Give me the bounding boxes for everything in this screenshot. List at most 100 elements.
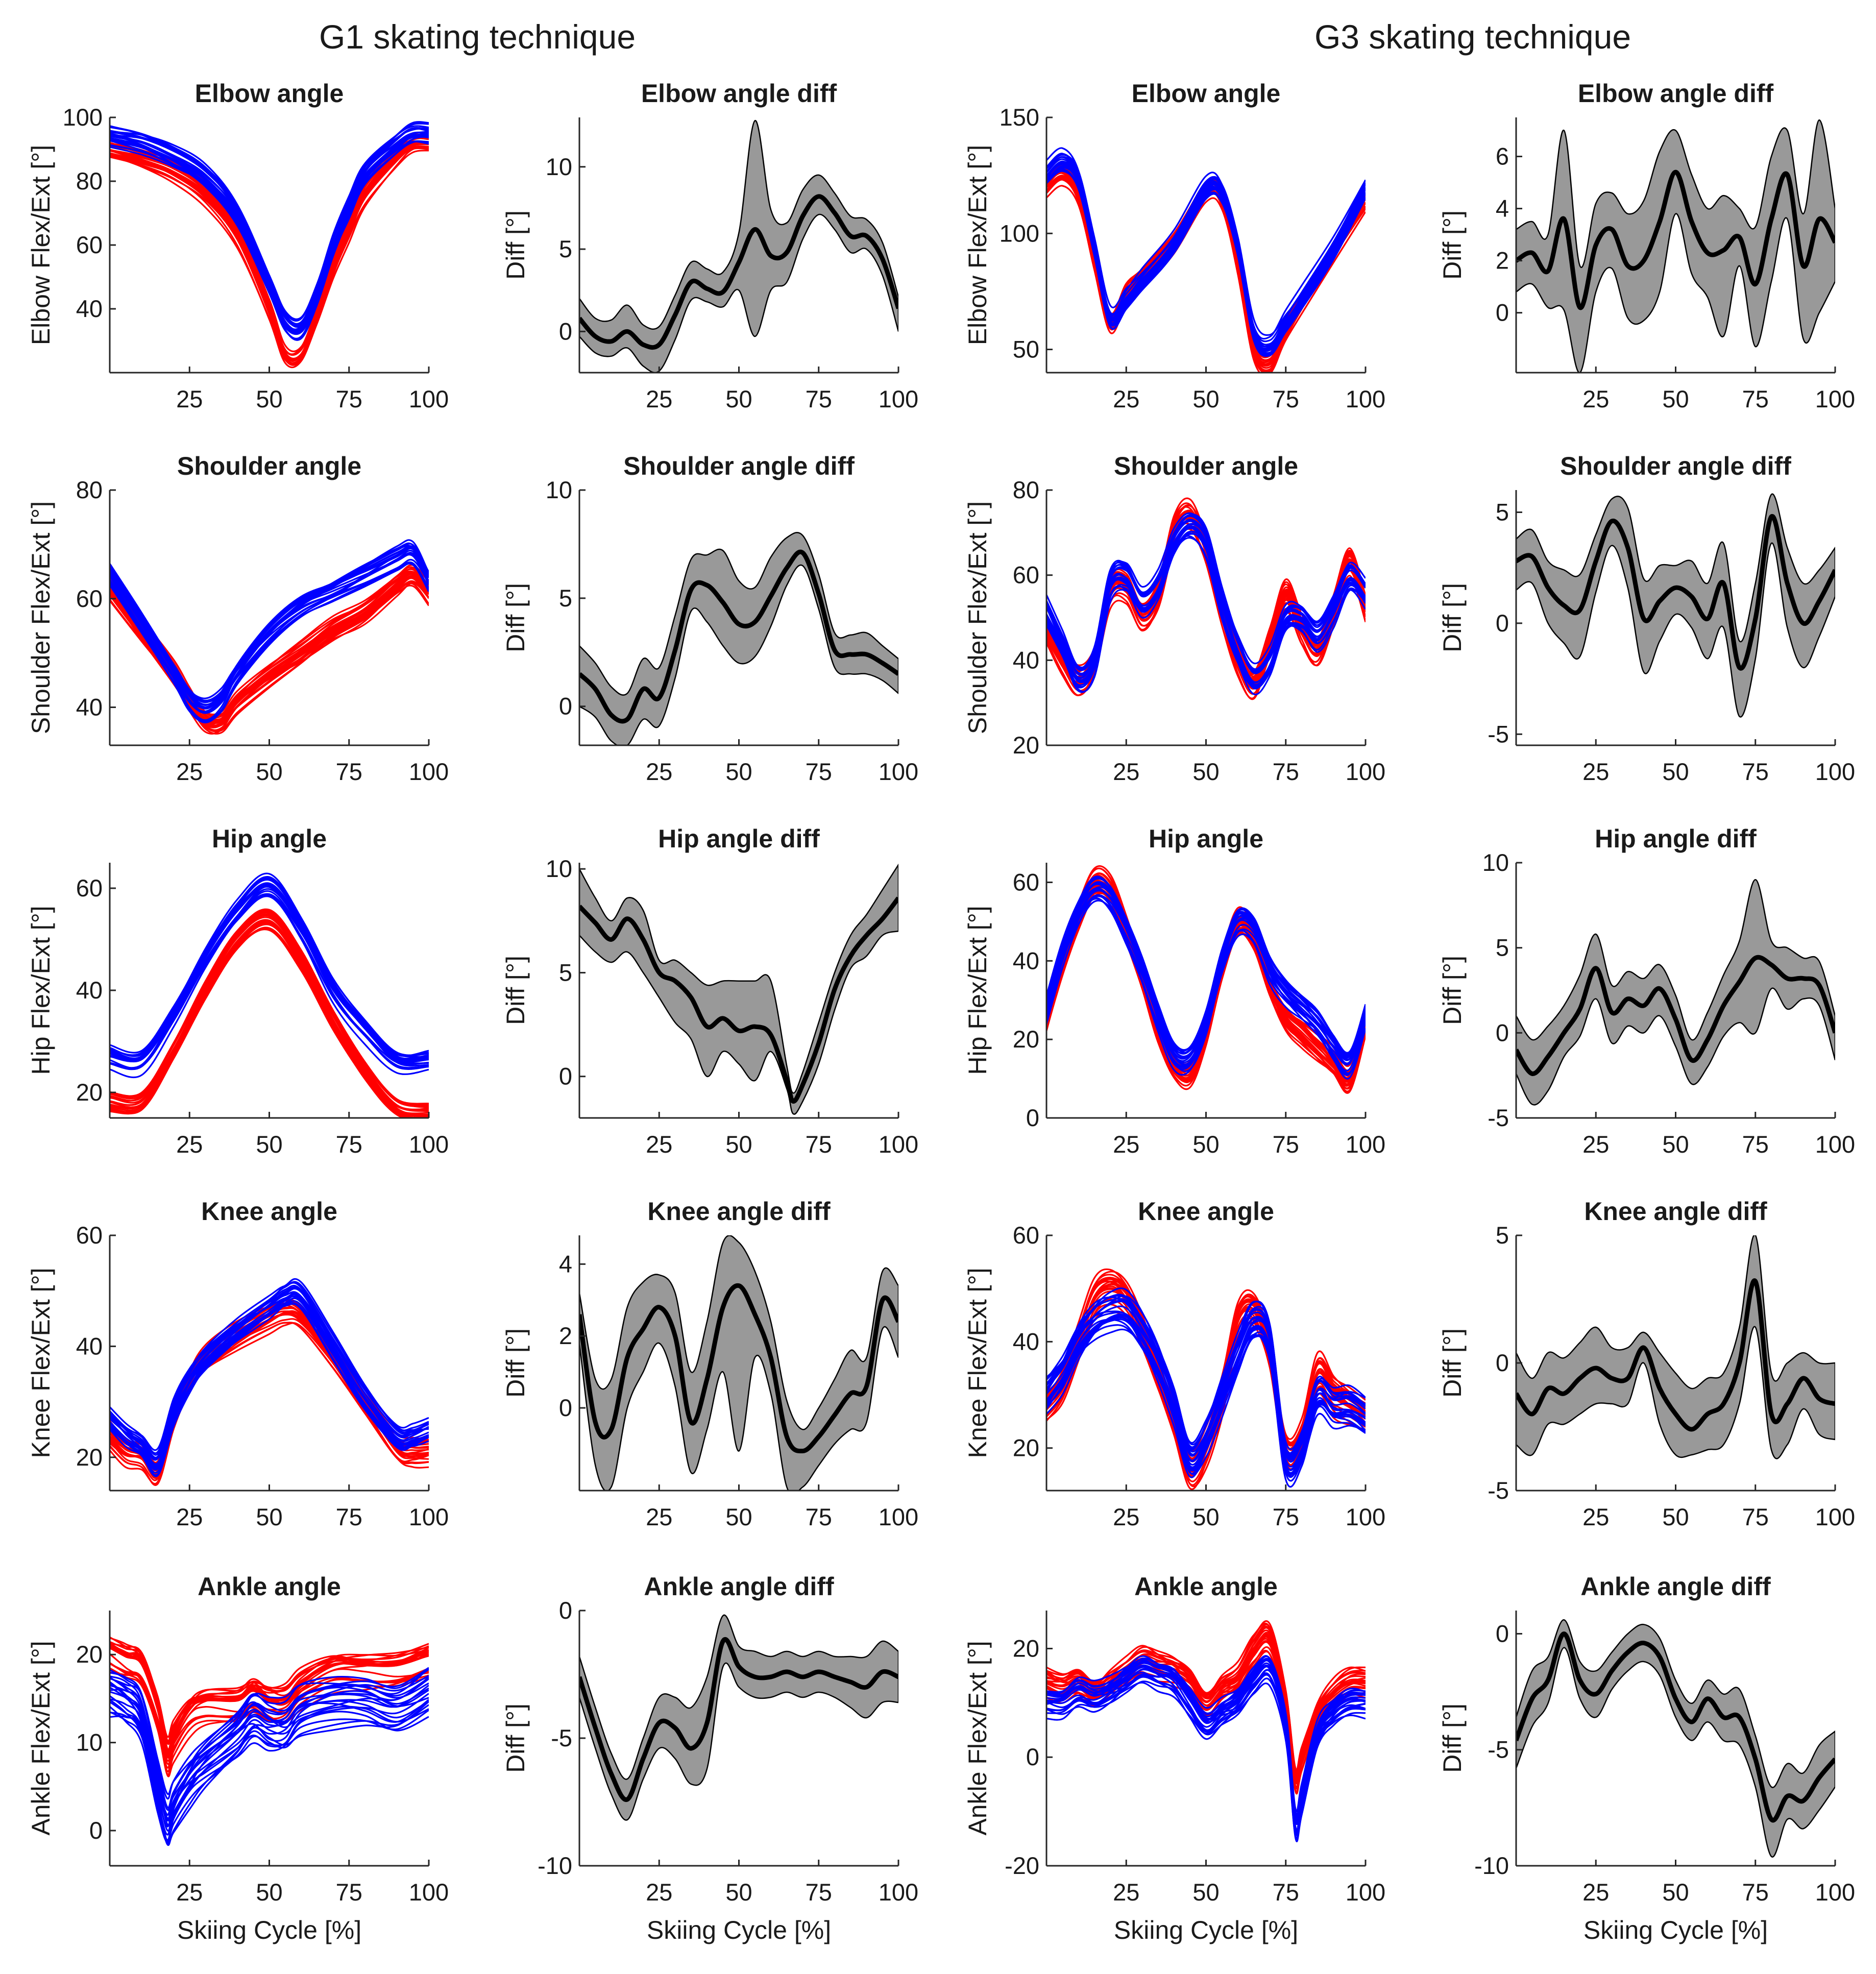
- g1-elbow-diff-title: Elbow angle diff: [641, 79, 837, 108]
- g3-hip-series-blue: [1046, 875, 1366, 1080]
- g3-knee-diff-mean-line: [1516, 1278, 1835, 1432]
- g3-hip-blue-line-6: [1046, 899, 1366, 1073]
- g3-shoulder-diff-title: Shoulder angle diff: [1560, 452, 1791, 480]
- g3-shoulder-diff-ytick-label: 5: [1496, 498, 1509, 525]
- g1-elbow-blue-line-17: [110, 127, 429, 326]
- g1-shoulder-diff-xtick-label: 50: [725, 758, 752, 785]
- g1-knee-plot-area: [110, 1278, 429, 1486]
- g3-knee-ytick-label: 60: [1013, 1222, 1039, 1249]
- g1-shoulder-ytick-label: 40: [76, 694, 103, 721]
- g3-knee-diff-ytick-label: 5: [1496, 1222, 1509, 1249]
- g1-knee-red-line-13: [110, 1307, 429, 1472]
- g1-ankle-blue-line-11: [110, 1667, 429, 1809]
- g3-hip-ylabel: Hip Flex/Ext [°]: [963, 906, 992, 1075]
- g1-knee-diff-panel: 0 2 4 25 50 75 100 Knee angle diff Diff [°]: [501, 1197, 918, 1530]
- g1-shoulder-xtick-label: 25: [176, 758, 203, 785]
- g3-ankle-diff-ytick-label: -10: [1474, 1852, 1509, 1879]
- g3-shoulder-ytick-label: 40: [1013, 646, 1039, 673]
- g1-ankle-xtick-label: 100: [409, 1879, 449, 1906]
- g3-ankle-diff-ylabel: Diff [°]: [1438, 1703, 1467, 1773]
- g1-elbow-ylabel: Elbow Flex/Ext [°]: [27, 145, 55, 345]
- g3-shoulder-xtick-label: 50: [1192, 758, 1219, 785]
- g3-hip-blue-line-15: [1046, 886, 1366, 1068]
- g1-shoulder-xtick-label: 50: [256, 758, 282, 785]
- g3-hip-xtick-label: 25: [1113, 1131, 1139, 1158]
- g1-hip-blue-line-20: [110, 890, 429, 1070]
- g3-elbow-xtick-label: 25: [1113, 385, 1139, 412]
- g3-hip-diff-confidence-band: [1516, 879, 1835, 1106]
- g1-shoulder-diff-ylabel: Diff [°]: [501, 583, 530, 652]
- g3-ankle-red-line-19: [1046, 1626, 1366, 1773]
- g1-shoulder-diff-ytick-label: 0: [559, 693, 572, 720]
- g3-elbow-diff-mean-line: [1516, 169, 1835, 310]
- g1-ankle-xtick-label: 50: [256, 1879, 282, 1906]
- g3-knee-blue-line-19: [1046, 1294, 1366, 1458]
- g1-elbow-diff-xtick-label: 50: [725, 385, 752, 412]
- g3-hip-xtick-label: 50: [1192, 1131, 1219, 1158]
- g1-ankle-diff-xtick-label: 100: [879, 1879, 918, 1906]
- g3-elbow-diff-xtick-label: 75: [1742, 385, 1769, 412]
- g1-ankle-blue-line-14: [110, 1701, 429, 1844]
- g3-shoulder-ytick-label: 20: [1013, 732, 1039, 759]
- g3-hip-series-red: [1046, 865, 1366, 1094]
- g1-shoulder-ylabel: Shoulder Flex/Ext [°]: [27, 501, 55, 734]
- g3-shoulder-ylabel: Shoulder Flex/Ext [°]: [963, 501, 992, 734]
- g1-hip-xtick-label: 25: [176, 1131, 203, 1158]
- g1-shoulder-blue-line-19: [110, 547, 429, 710]
- g1-shoulder-plot-area: [110, 539, 429, 735]
- g1-knee-diff-plot-area: [579, 1235, 898, 1491]
- group-title-g3: G3 skating technique: [1314, 18, 1631, 56]
- g3-hip-panel: 0 20 40 60 25 50 75 100 Hip angle Hip Flex/Ext [°…: [963, 824, 1385, 1158]
- g3-ankle-red-line-17: [1046, 1638, 1366, 1788]
- g1-ankle-ylabel: Ankle Flex/Ext [°]: [27, 1641, 55, 1835]
- g1-elbow-diff-xtick-label: 25: [646, 385, 672, 412]
- g3-elbow-ylabel: Elbow Flex/Ext [°]: [963, 145, 992, 345]
- g3-shoulder-diff-xtick-label: 75: [1742, 758, 1769, 785]
- g1-knee-xtick-label: 25: [176, 1503, 203, 1530]
- g1-ankle-blue-line-8: [110, 1706, 429, 1843]
- g1-hip-red-line-15: [110, 919, 429, 1116]
- g1-knee-blue-line-19: [110, 1300, 429, 1474]
- g1-knee-blue-line-12: [110, 1297, 429, 1471]
- g1-knee-blue-line-20: [110, 1286, 429, 1460]
- g1-elbow-red-line-12: [110, 147, 429, 366]
- g3-hip-diff-ytick-label: 5: [1496, 934, 1509, 961]
- g1-hip-series-red: [110, 908, 429, 1118]
- g1-knee-diff-ytick-label: 0: [559, 1394, 572, 1421]
- g1-hip-red-line-18: [110, 922, 411, 1118]
- g1-shoulder-ytick-label: 80: [76, 476, 103, 503]
- g1-hip-diff-ytick-label: 10: [546, 855, 572, 882]
- g1-hip-blue-line-8: [110, 876, 429, 1057]
- g3-ankle-xtick-label: 50: [1192, 1879, 1219, 1906]
- g1-elbow-xtick-label: 50: [256, 385, 282, 412]
- g1-hip-blue-line-3: [110, 872, 429, 1059]
- g1-shoulder-diff-mean-line: [579, 549, 898, 724]
- g3-shoulder-diff-ytick-label: -5: [1488, 720, 1509, 747]
- g3-knee-blue-line-20: [1046, 1313, 1366, 1482]
- g1-hip-diff-xtick-label: 25: [646, 1131, 672, 1158]
- g3-elbow-diff-ytick-label: 4: [1496, 195, 1509, 222]
- g3-elbow-ytick-label: 100: [1000, 220, 1039, 247]
- g1-hip-red-line-16: [110, 910, 429, 1105]
- g3-hip-diff-plot-area: [1516, 879, 1835, 1106]
- g1-ankle-diff-plot-area: [579, 1614, 898, 1821]
- g1-hip-diff-ytick-label: 0: [559, 1063, 572, 1090]
- g1-ankle-title: Ankle angle: [198, 1572, 341, 1601]
- g3-ankle-diff-xtick-label: 50: [1662, 1879, 1689, 1906]
- g3-hip-diff-xtick-label: 100: [1815, 1131, 1855, 1158]
- g1-elbow-xtick-label: 100: [409, 385, 449, 412]
- g1-hip-blue-line-16: [110, 878, 429, 1057]
- g3-knee-diff-panel: -5 0 5 25 50 75 100 Knee angle diff Diff [°]: [1438, 1197, 1855, 1530]
- g1-elbow-diff-xtick-label: 100: [879, 385, 918, 412]
- g1-hip-diff-xtick-label: 75: [806, 1131, 832, 1158]
- g3-ankle-xlabel: Skiing Cycle [%]: [1114, 1916, 1298, 1944]
- g1-shoulder-diff-xtick-label: 75: [806, 758, 832, 785]
- g1-ankle-blue-line-19: [110, 1675, 429, 1822]
- g3-ankle-ytick-label: 0: [1026, 1743, 1039, 1770]
- g3-ankle-series-blue: [1046, 1655, 1366, 1842]
- g1-ankle-diff-title: Ankle angle diff: [644, 1572, 834, 1601]
- g3-hip-diff-ytick-label: 10: [1482, 849, 1509, 876]
- g3-knee-diff-title: Knee angle diff: [1584, 1197, 1767, 1226]
- g1-shoulder-diff-confidence-band: [579, 531, 898, 745]
- g3-shoulder-blue-line-19: [1046, 526, 1366, 688]
